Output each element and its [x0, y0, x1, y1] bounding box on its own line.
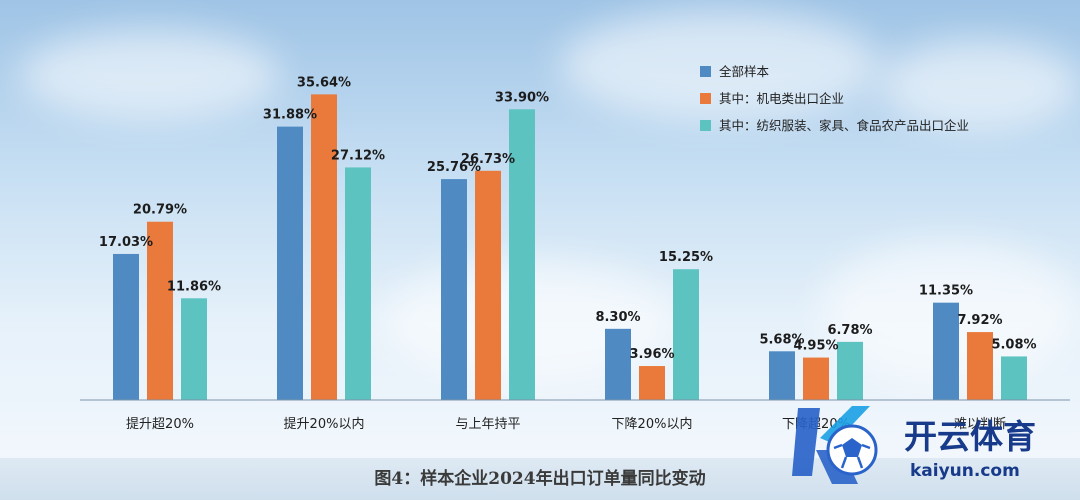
bar-value-label: 17.03%	[99, 235, 153, 250]
bar-value-label: 7.92%	[957, 313, 1002, 328]
brand-logo-icon	[792, 406, 878, 484]
bar	[345, 167, 371, 400]
value-labels-group: 17.03% 20.79% 11.86% 31.88% 35.64% 27.12% 25.7…	[99, 75, 1037, 362]
legend-swatch	[700, 93, 711, 104]
background-cloud	[20, 30, 280, 120]
bar	[605, 328, 631, 400]
bar	[967, 332, 993, 400]
brand-watermark: 开云体育 kaiyun.com	[792, 406, 1036, 484]
category-label: 下降20%以内	[612, 416, 693, 432]
category-label: 难以判断	[954, 417, 1006, 432]
bar	[277, 126, 303, 401]
bar	[147, 221, 173, 400]
legend-label: 其中：机电类出口企业	[719, 91, 844, 106]
bar	[475, 170, 501, 400]
brand-name: 开云体育	[904, 417, 1036, 456]
bar-value-label: 4.95%	[793, 339, 838, 354]
chart-caption: 图4：样本企业2024年出口订单量同比变动	[0, 458, 1080, 500]
legend-swatch	[700, 120, 711, 131]
bar-value-label: 15.25%	[659, 250, 713, 265]
bar	[639, 366, 665, 400]
bar-chart: 17.03% 20.79% 11.86% 31.88% 35.64% 27.12% 25.7…	[80, 64, 1070, 432]
category-label: 提升超20%	[126, 416, 194, 432]
bar	[837, 341, 863, 400]
bar-value-label: 25.76%	[427, 160, 481, 175]
brand-domain: kaiyun.com	[910, 461, 1020, 481]
legend-swatch	[700, 66, 711, 77]
bar-value-label: 11.35%	[919, 284, 973, 299]
category-label: 提升20%以内	[284, 416, 365, 432]
bars-group	[113, 94, 1027, 401]
category-label: 与上年持平	[455, 417, 520, 432]
background-cloud	[560, 10, 880, 120]
bar-value-label: 27.12%	[331, 148, 385, 163]
bar	[769, 351, 795, 400]
bar	[181, 298, 207, 400]
bar	[1001, 356, 1027, 400]
legend-label: 全部样本	[719, 64, 770, 79]
bar-value-label: 6.78%	[827, 323, 872, 338]
bar-value-label: 8.30%	[595, 310, 640, 325]
bar	[673, 269, 699, 400]
bar-value-label: 3.96%	[629, 347, 674, 362]
bar	[509, 109, 535, 400]
background-cloud	[880, 40, 1080, 130]
bar	[113, 253, 139, 400]
bar	[311, 94, 337, 401]
bar-value-label: 31.88%	[263, 108, 317, 123]
bar-value-label: 20.79%	[133, 203, 187, 218]
legend-label: 其中：纺织服装、家具、食品农产品出口企业	[719, 118, 969, 133]
bar	[933, 302, 959, 400]
bar-value-label: 5.68%	[759, 332, 804, 347]
bar-value-label: 11.86%	[167, 279, 221, 294]
bar-value-label: 33.90%	[495, 90, 549, 105]
bar	[803, 357, 829, 400]
bar-value-label: 5.08%	[991, 337, 1036, 352]
bar-value-label: 35.64%	[297, 75, 351, 90]
bar	[441, 179, 467, 400]
bar-value-label: 26.73%	[461, 152, 515, 167]
